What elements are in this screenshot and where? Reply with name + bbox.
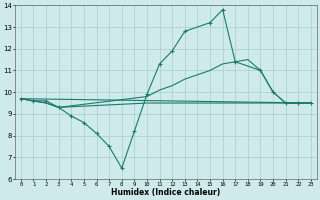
X-axis label: Humidex (Indice chaleur): Humidex (Indice chaleur): [111, 188, 220, 197]
